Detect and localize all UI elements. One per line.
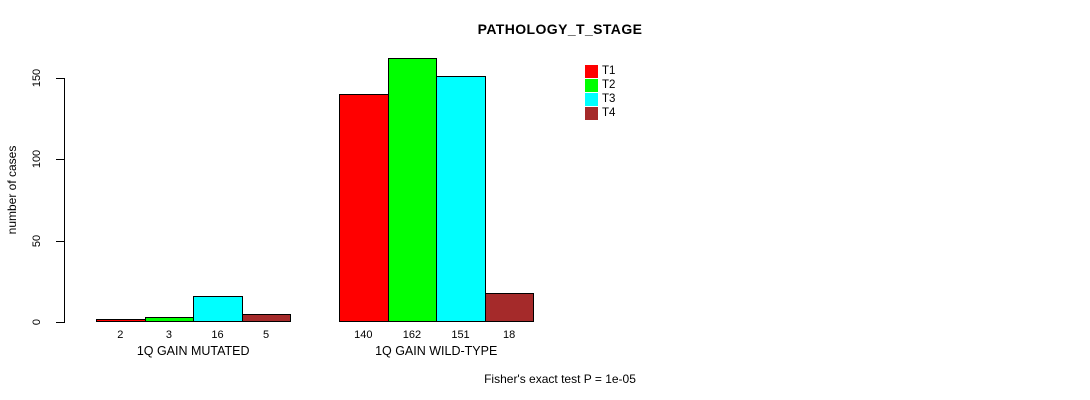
legend-swatch	[585, 79, 598, 92]
legend-label: T3	[602, 93, 616, 105]
legend-item: T1	[585, 65, 615, 78]
bar-value-label: 2	[117, 329, 124, 341]
y-tick-label: 50	[31, 234, 43, 247]
bar-t2-group1	[144, 317, 195, 322]
chart-title: PATHOLOGY_T_STAGE	[477, 21, 643, 37]
legend-item: T3	[585, 93, 615, 106]
bar-value-label: 162	[402, 329, 422, 341]
legend-swatch	[585, 65, 598, 78]
bar-value-label: 140	[354, 329, 373, 341]
bar-value-label: 151	[451, 329, 470, 341]
legend-swatch	[585, 107, 598, 120]
y-tick-label: 0	[31, 318, 43, 326]
y-tick	[56, 322, 64, 323]
legend-label: T1	[602, 65, 616, 77]
y-axis-line	[64, 78, 65, 323]
bar-t1-group1	[96, 318, 146, 322]
bar-value-label: 3	[165, 329, 172, 341]
bar-t3-group1	[193, 295, 243, 322]
legend-label: T4	[602, 107, 616, 119]
bar-value-label: 16	[211, 329, 224, 341]
legend-item: T4	[585, 107, 615, 120]
y-tick-label: 100	[31, 150, 43, 169]
legend: T1 T2 T3 T4	[585, 65, 615, 121]
legend-label: T2	[602, 79, 616, 91]
y-axis-label: number of cases	[5, 145, 19, 235]
bar-t2-group2	[387, 58, 438, 322]
bar-t4-group1	[241, 313, 292, 322]
bar-value-label: 18	[502, 329, 516, 341]
y-tick	[56, 159, 64, 161]
bar-t4-group2	[484, 292, 535, 322]
bar-value-label: 5	[263, 329, 270, 341]
x-category-label: 1Q GAIN MUTATED	[136, 344, 250, 358]
bar-t3-group2	[436, 76, 486, 322]
legend-swatch	[585, 93, 598, 106]
caption: Fisher's exact test P = 1e-05	[484, 372, 636, 386]
x-category-label: 1Q GAIN WILD-TYPE	[375, 344, 498, 358]
bar-t1-group2	[339, 94, 389, 322]
y-tick	[56, 78, 64, 79]
legend-item: T2	[585, 79, 615, 92]
y-tick	[56, 240, 64, 242]
y-tick-label: 150	[31, 68, 43, 88]
